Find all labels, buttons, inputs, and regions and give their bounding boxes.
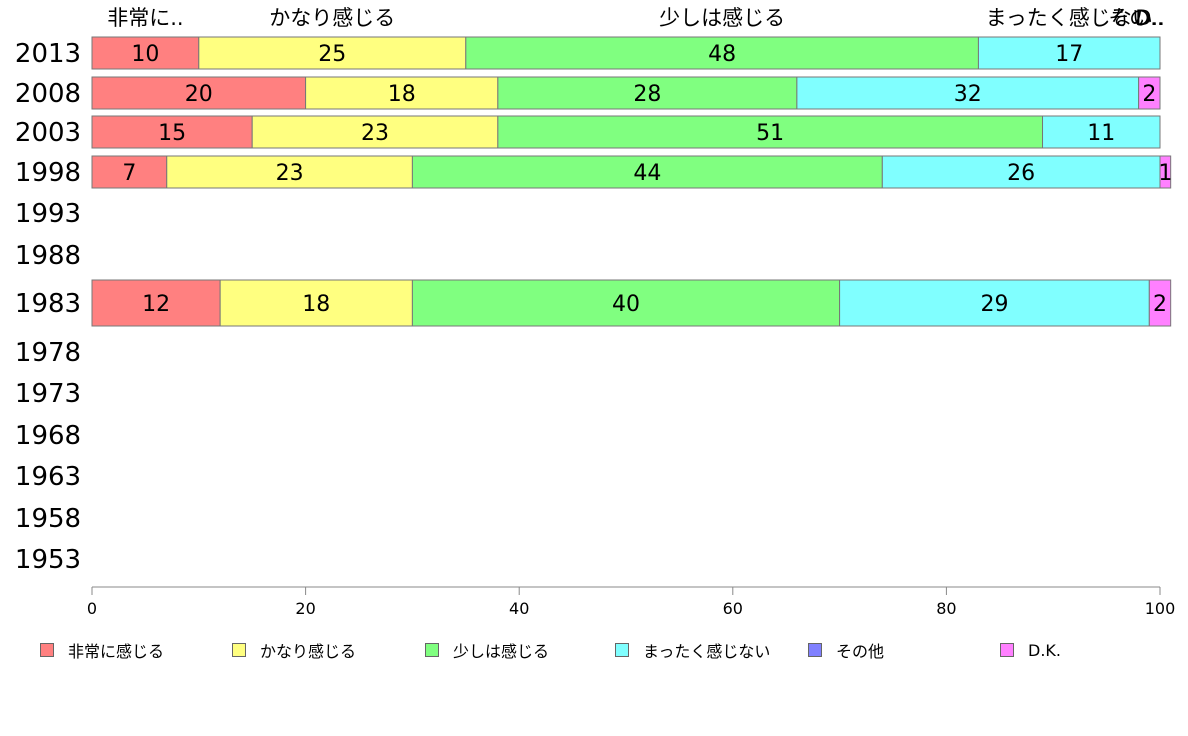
bar-value-label: 20 [185, 82, 213, 107]
top-label-1: かなり感じる [269, 6, 395, 30]
year-label-1998: 1998 [15, 158, 81, 188]
year-label-1958: 1958 [15, 504, 81, 534]
bar-value-label: 11 [1087, 121, 1115, 146]
year-label-1973: 1973 [15, 379, 81, 409]
x-tick-label: 60 [723, 599, 743, 618]
bar-value-label: 7 [122, 161, 136, 186]
bar-segment-2008-2 [497, 76, 798, 110]
year-label-1983: 1983 [15, 289, 81, 319]
year-label-2013: 2013 [15, 39, 81, 69]
bar-segment-1983-1 [219, 279, 413, 327]
bar-segment-2003-2 [497, 115, 1044, 149]
bar-segment-1998-0 [91, 155, 168, 189]
year-label-1953: 1953 [15, 545, 81, 575]
legend-item: かなり感じる [232, 638, 356, 662]
x-tick-label: 0 [87, 599, 97, 618]
x-tick-label: 80 [936, 599, 956, 618]
bar-value-label: 10 [131, 42, 159, 67]
legend-swatch [40, 643, 54, 657]
bar-segment-2003-3 [1042, 115, 1161, 149]
legend-swatch [425, 643, 439, 657]
top-label-5: D.. [1135, 6, 1165, 30]
bar-value-label: 51 [756, 121, 784, 146]
bar-segment-2008-5 [1138, 76, 1161, 110]
x-axis: 0 20 40 60 80 100 [87, 586, 1176, 618]
bar-segment-1998-2 [411, 155, 883, 189]
legend-item: 少しは感じる [425, 638, 549, 662]
bar-value-label: 26 [1007, 161, 1035, 186]
bar-value-label: 15 [158, 121, 186, 146]
bar-segment-1983-2 [411, 279, 841, 327]
bar-value-label: 32 [954, 82, 982, 107]
bar-value-label: 2 [1153, 292, 1167, 317]
year-label-1993: 1993 [15, 199, 81, 229]
bar-segment-1983-3 [839, 279, 1150, 327]
legend-item: D.K. [1000, 638, 1061, 662]
bar-value-label: 12 [142, 292, 170, 317]
legend-swatch [232, 643, 246, 657]
legend-item: その他 [808, 638, 884, 662]
top-label-0: 非常に.. [107, 6, 183, 30]
year-axis: 2013 2008 2003 1998 1993 1988 1983 1978 1973 1968… [15, 39, 81, 575]
top-label-2: 少しは感じる [659, 6, 785, 30]
bar-value-label: 2 [1142, 82, 1156, 107]
bars-area: 10 25 48 17 20 18 28 32 2 15 23 51 11 7 23 44 26 1 12 18 40 2… [91, 36, 1172, 327]
year-label-1963: 1963 [15, 462, 81, 492]
bar-value-label: 18 [388, 82, 416, 107]
bar-segment-2003-0 [91, 115, 253, 149]
bar-segment-2008-1 [305, 76, 499, 110]
year-label-1988: 1988 [15, 241, 81, 271]
bar-value-label: 25 [318, 42, 346, 67]
year-label-1978: 1978 [15, 338, 81, 368]
x-tick-label: 40 [509, 599, 529, 618]
x-tick-label: 100 [1145, 599, 1176, 618]
bar-segment-2008-0 [91, 76, 307, 110]
legend-label: まったく感じない [643, 642, 771, 661]
legend-label: 少しは感じる [453, 642, 550, 661]
bar-segment-2013-0 [91, 36, 200, 70]
bar-segment-2003-1 [251, 115, 499, 149]
bar-segment-2008-3 [796, 76, 1140, 110]
top-label-4: その.. [1108, 6, 1163, 30]
bar-value-label: 23 [361, 121, 389, 146]
legend-swatch [615, 643, 629, 657]
bar-segment-2013-3 [977, 36, 1161, 70]
legend-label: その他 [836, 642, 885, 661]
bar-value-label: 28 [633, 82, 661, 107]
bar-segment-1998-3 [881, 155, 1161, 189]
bar-value-label: 23 [276, 161, 304, 186]
legend-label: 非常に感じる [68, 642, 165, 661]
bar-value-label: 17 [1055, 42, 1083, 67]
legend-item: まったく感じない [615, 638, 770, 662]
bar-value-label: 48 [708, 42, 736, 67]
legend-swatch [808, 643, 822, 657]
bar-value-label: 40 [612, 292, 640, 317]
legend-label: かなり感じる [260, 642, 357, 661]
legend-label: D.K. [1028, 640, 1061, 660]
bar-value-label: 18 [302, 292, 330, 317]
bar-value-label: 29 [980, 292, 1008, 317]
top-label-3: まったく感じない [986, 6, 1153, 30]
bar-segment-1983-5 [1148, 279, 1172, 327]
legend: 非常に感じる かなり感じる 少しは感じる まったく感じない その他 D.K. [0, 638, 1188, 664]
year-label-2008: 2008 [15, 79, 81, 109]
bar-value-label: 1 [1158, 161, 1172, 186]
bar-value-label: 44 [633, 161, 661, 186]
year-label-2003: 2003 [15, 118, 81, 148]
x-tick-label: 20 [295, 599, 315, 618]
legend-swatch [1000, 643, 1014, 657]
year-label-1968: 1968 [15, 421, 81, 451]
legend-item: 非常に感じる [40, 638, 164, 662]
bar-segment-1998-5 [1159, 155, 1172, 189]
